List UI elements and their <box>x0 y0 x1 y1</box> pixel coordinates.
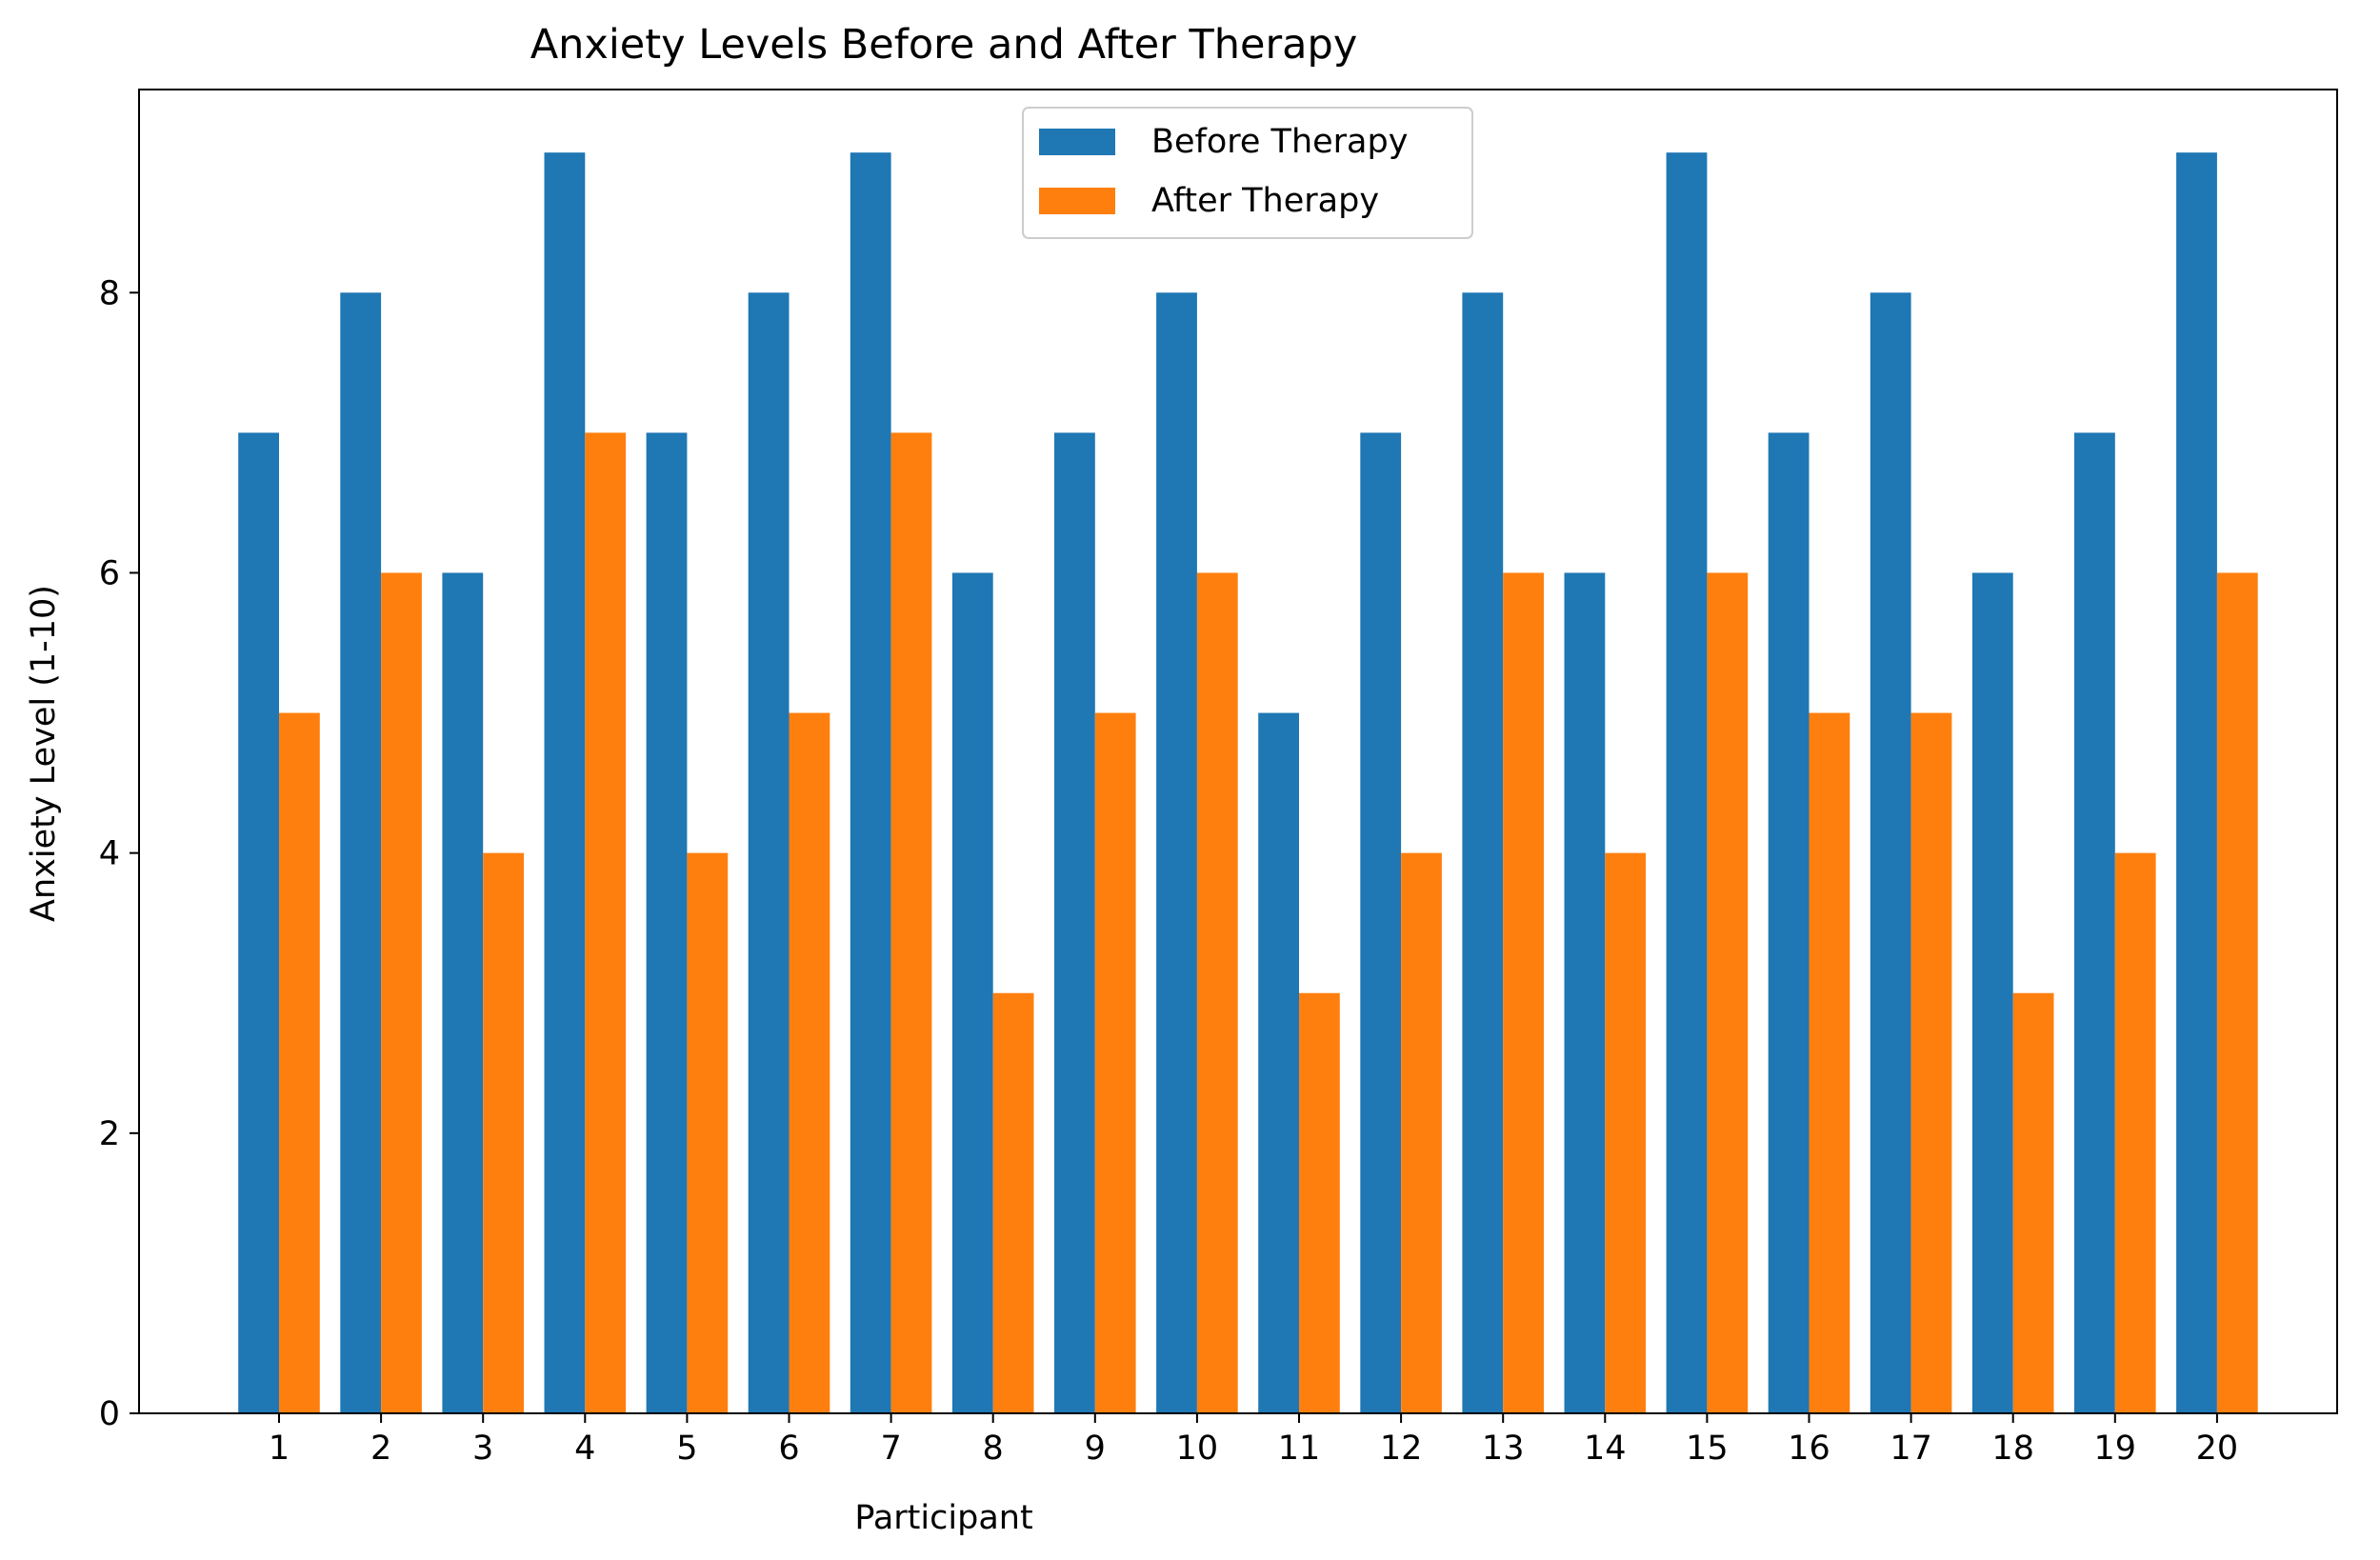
bar-before-therapy-participant-2 <box>340 292 382 1413</box>
bar-before-therapy-participant-14 <box>1564 572 1606 1413</box>
bar-before-therapy-participant-18 <box>1971 572 2013 1413</box>
x-tick-label-6: 6 <box>778 1430 799 1468</box>
legend-frame <box>1022 107 1473 239</box>
bar-before-therapy-participant-8 <box>951 572 993 1413</box>
y-tick-label-8: 8 <box>99 274 120 312</box>
y-tick-label-0: 0 <box>99 1395 120 1433</box>
bar-before-therapy-participant-5 <box>646 432 688 1413</box>
bar-before-therapy-participant-7 <box>850 152 891 1414</box>
bar-after-therapy-participant-10 <box>1196 572 1238 1413</box>
bar-after-therapy-participant-20 <box>2216 572 2258 1413</box>
bar-after-therapy-participant-1 <box>279 712 320 1413</box>
bar-before-therapy-participant-1 <box>238 432 279 1413</box>
legend: Before Therapy After Therapy <box>1022 107 1473 239</box>
y-axis-label: Anxiety Level (1-10) <box>25 585 63 922</box>
x-tick-label-9: 9 <box>1085 1430 1106 1468</box>
bar-before-therapy-participant-9 <box>1054 432 1095 1413</box>
bar-after-therapy-participant-11 <box>1299 992 1340 1413</box>
legend-swatch-before-therapy <box>1039 129 1115 155</box>
x-tick-label-14: 14 <box>1584 1430 1627 1468</box>
x-tick-label-16: 16 <box>1788 1430 1830 1468</box>
bar-after-therapy-participant-16 <box>1809 712 1850 1413</box>
x-tick-label-10: 10 <box>1176 1430 1219 1468</box>
bar-before-therapy-participant-16 <box>1768 432 1810 1413</box>
bar-before-therapy-participant-12 <box>1360 432 1402 1413</box>
bar-after-therapy-participant-12 <box>1401 852 1442 1413</box>
x-tick-label-7: 7 <box>880 1430 901 1468</box>
bar-before-therapy-participant-4 <box>544 152 586 1414</box>
bar-before-therapy-participant-13 <box>1462 292 1504 1413</box>
x-tick-label-13: 13 <box>1482 1430 1525 1468</box>
bar-after-therapy-participant-13 <box>1503 572 1544 1413</box>
x-tick-label-2: 2 <box>370 1430 391 1468</box>
bar-after-therapy-participant-14 <box>1605 852 1647 1413</box>
bar-before-therapy-participant-15 <box>1666 152 1708 1414</box>
plot-frame <box>138 89 2338 1414</box>
x-tick-label-17: 17 <box>1890 1430 1932 1468</box>
x-tick-label-5: 5 <box>676 1430 697 1468</box>
x-tick-label-11: 11 <box>1278 1430 1321 1468</box>
bar-after-therapy-participant-2 <box>381 572 422 1413</box>
x-tick-label-8: 8 <box>983 1430 1004 1468</box>
bar-after-therapy-participant-3 <box>483 852 524 1413</box>
x-tick-label-19: 19 <box>2094 1430 2137 1468</box>
bar-before-therapy-participant-3 <box>442 572 484 1413</box>
x-tick-label-3: 3 <box>472 1430 493 1468</box>
legend-label-after-therapy: After Therapy <box>1151 182 1379 220</box>
bar-after-therapy-participant-7 <box>890 432 932 1413</box>
x-tick-label-20: 20 <box>2196 1430 2239 1468</box>
bar-after-therapy-participant-5 <box>687 852 729 1413</box>
y-tick-label-6: 6 <box>99 554 120 592</box>
x-tick-label-18: 18 <box>1991 1430 2034 1468</box>
x-tick-label-1: 1 <box>269 1430 290 1468</box>
legend-swatch-after-therapy <box>1039 188 1115 214</box>
bar-before-therapy-participant-19 <box>2074 432 2115 1413</box>
bar-after-therapy-participant-19 <box>2114 852 2156 1413</box>
bar-before-therapy-participant-6 <box>748 292 790 1413</box>
bar-before-therapy-participant-20 <box>2176 152 2217 1414</box>
bar-after-therapy-participant-4 <box>585 432 627 1413</box>
x-tick-label-12: 12 <box>1380 1430 1423 1468</box>
x-tick-label-4: 4 <box>574 1430 595 1468</box>
bar-after-therapy-participant-18 <box>2012 992 2054 1413</box>
chart-title: Anxiety Levels Before and After Therapy <box>530 21 1358 69</box>
y-tick-label-4: 4 <box>99 835 120 873</box>
x-tick-label-15: 15 <box>1686 1430 1729 1468</box>
bar-before-therapy-participant-17 <box>1870 292 1911 1413</box>
legend-label-before-therapy: Before Therapy <box>1151 123 1408 161</box>
bar-after-therapy-participant-9 <box>1094 712 1136 1413</box>
bar-after-therapy-participant-15 <box>1707 572 1749 1413</box>
bar-after-therapy-participant-17 <box>1910 712 1952 1413</box>
bar-before-therapy-participant-10 <box>1156 292 1197 1413</box>
bar-after-therapy-participant-6 <box>789 712 830 1413</box>
bar-before-therapy-participant-11 <box>1258 712 1299 1413</box>
x-axis-label: Participant <box>854 1499 1032 1537</box>
bar-after-therapy-participant-8 <box>992 992 1034 1413</box>
bars-layer <box>238 152 2258 1414</box>
y-tick-label-2: 2 <box>99 1115 120 1153</box>
